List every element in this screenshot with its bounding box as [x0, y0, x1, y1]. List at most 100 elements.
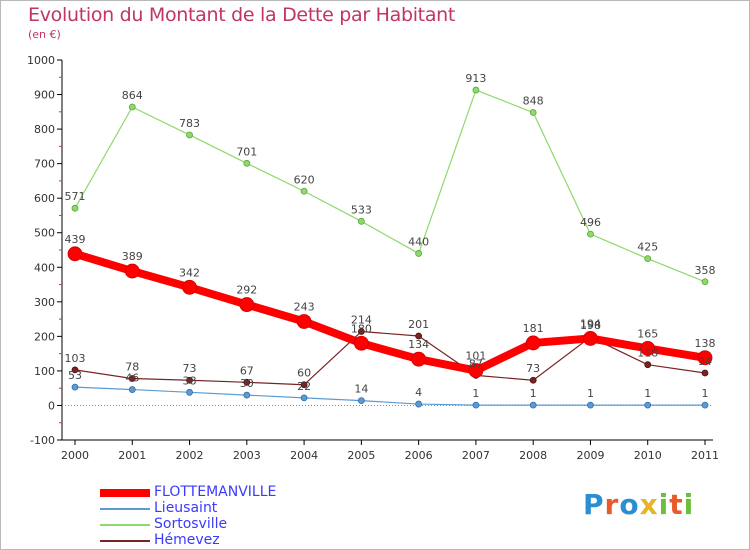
data-label-hemevez: 60	[297, 367, 311, 380]
data-label-sortosville: 913	[465, 72, 486, 85]
data-label-lieusaint: 53	[68, 369, 82, 382]
data-label-hemevez: 198	[580, 319, 601, 332]
data-point-sortosville	[71, 204, 79, 212]
data-label-flottemanville: 342	[179, 266, 200, 279]
data-point-sortosville	[128, 103, 136, 111]
data-label-lieusaint: 1	[587, 387, 594, 400]
data-label-hemevez: 78	[125, 361, 139, 374]
series-line-flottemanville	[73, 249, 706, 375]
data-point-lieusaint	[357, 397, 365, 405]
data-label-sortosville: 864	[122, 89, 143, 102]
data-point-hemevez	[186, 376, 193, 384]
data-point-flottemanville	[525, 335, 541, 351]
data-label-hemevez: 118	[637, 347, 658, 360]
legend-label: Lieusaint	[154, 500, 218, 516]
y-tick-label: 600	[34, 192, 55, 205]
unit-label: (en €)	[28, 28, 61, 41]
data-point-flottemanville	[640, 341, 656, 356]
data-label-sortosville: 701	[236, 145, 257, 158]
data-point-flottemanville	[239, 297, 255, 312]
data-label-sortosville: 848	[523, 95, 544, 108]
data-point-lieusaint	[243, 391, 251, 399]
data-label-hemevez: 87	[469, 357, 483, 370]
data-label-flottemanville: 180	[351, 322, 372, 335]
data-label-sortosville: 358	[695, 264, 716, 277]
x-tick-label: 2007	[462, 449, 490, 462]
data-label-sortosville: 533	[351, 203, 372, 216]
x-tick-label: 2005	[347, 449, 375, 462]
data-label-lieusaint: 46	[125, 372, 139, 385]
data-label-flottemanville: 134	[408, 338, 429, 351]
data-label-lieusaint: 1	[644, 387, 651, 400]
data-label-flottemanville: 194	[580, 317, 601, 330]
y-tick-label: 300	[34, 296, 55, 309]
data-point-sortosville	[415, 250, 423, 257]
data-point-flottemanville	[296, 314, 312, 329]
data-point-sortosville	[472, 86, 480, 94]
data-point-hemevez	[243, 378, 251, 386]
data-label-lieusaint: 1	[530, 387, 537, 400]
x-tick-label: 2010	[634, 449, 662, 462]
data-label-hemevez: 67	[240, 364, 254, 377]
data-point-sortosville	[587, 230, 594, 238]
data-label-hemevez: 103	[65, 352, 86, 365]
data-point-sortosville	[701, 278, 709, 286]
data-label-flottemanville: 292	[236, 284, 257, 297]
chart-title: Evolution du Montant de la Dette par Hab…	[28, 4, 456, 26]
data-label-lieusaint: 30	[240, 377, 254, 390]
data-label-flottemanville: 243	[294, 301, 315, 314]
y-tick-label: 900	[34, 89, 55, 102]
y-tick-label: 1000	[27, 54, 55, 67]
data-label-hemevez: 94	[698, 355, 712, 368]
y-tick-label: 0	[48, 399, 55, 412]
data-point-hemevez	[300, 381, 308, 389]
data-point-hemevez	[357, 328, 365, 335]
data-point-lieusaint	[128, 386, 136, 393]
data-point-flottemanville	[182, 279, 197, 295]
data-point-lieusaint	[300, 394, 308, 402]
legend-label: Hémevez	[154, 532, 220, 548]
data-point-flottemanville	[411, 351, 427, 367]
x-tick-label: 2003	[233, 449, 261, 462]
x-tick-label: 2002	[176, 449, 204, 462]
data-label-lieusaint: 1	[472, 387, 479, 400]
data-label-lieusaint: 22	[297, 380, 311, 393]
data-label-flottemanville: 439	[65, 233, 86, 246]
data-point-sortosville	[243, 159, 251, 167]
data-point-sortosville	[357, 217, 365, 225]
data-label-hemevez: 73	[526, 362, 540, 375]
data-point-flottemanville	[583, 331, 598, 346]
data-label-sortosville: 425	[637, 241, 658, 254]
x-tick-label: 2009	[576, 449, 604, 462]
data-point-lieusaint	[415, 400, 423, 408]
data-label-flottemanville: 181	[523, 322, 544, 335]
series-line-lieusaint	[74, 386, 705, 406]
y-tick-label: -100	[30, 434, 55, 447]
data-label-sortosville: 783	[179, 117, 200, 130]
data-point-flottemanville	[67, 246, 83, 262]
data-label-sortosville: 496	[580, 216, 601, 229]
data-point-hemevez	[71, 366, 79, 374]
data-point-lieusaint	[472, 401, 480, 409]
data-point-hemevez	[128, 375, 136, 382]
data-label-flottemanville: 389	[122, 250, 143, 263]
y-tick-label: 100	[34, 365, 55, 378]
data-point-lieusaint	[587, 401, 594, 409]
data-point-lieusaint	[529, 401, 537, 409]
data-label-hemevez: 201	[408, 318, 429, 331]
data-label-hemevez: 73	[183, 362, 197, 375]
data-point-lieusaint	[701, 401, 709, 409]
data-point-hemevez	[701, 369, 709, 377]
data-label-sortosville: 620	[294, 173, 315, 186]
y-tick-label: 400	[34, 261, 55, 274]
data-point-sortosville	[186, 131, 193, 139]
x-tick-label: 2011	[691, 449, 719, 462]
data-point-flottemanville	[124, 263, 140, 279]
data-label-sortosville: 440	[408, 235, 429, 248]
y-tick-label: 200	[34, 330, 55, 343]
data-label-lieusaint: 38	[183, 374, 197, 387]
data-point-sortosville	[644, 255, 652, 263]
x-tick-label: 2000	[61, 449, 89, 462]
